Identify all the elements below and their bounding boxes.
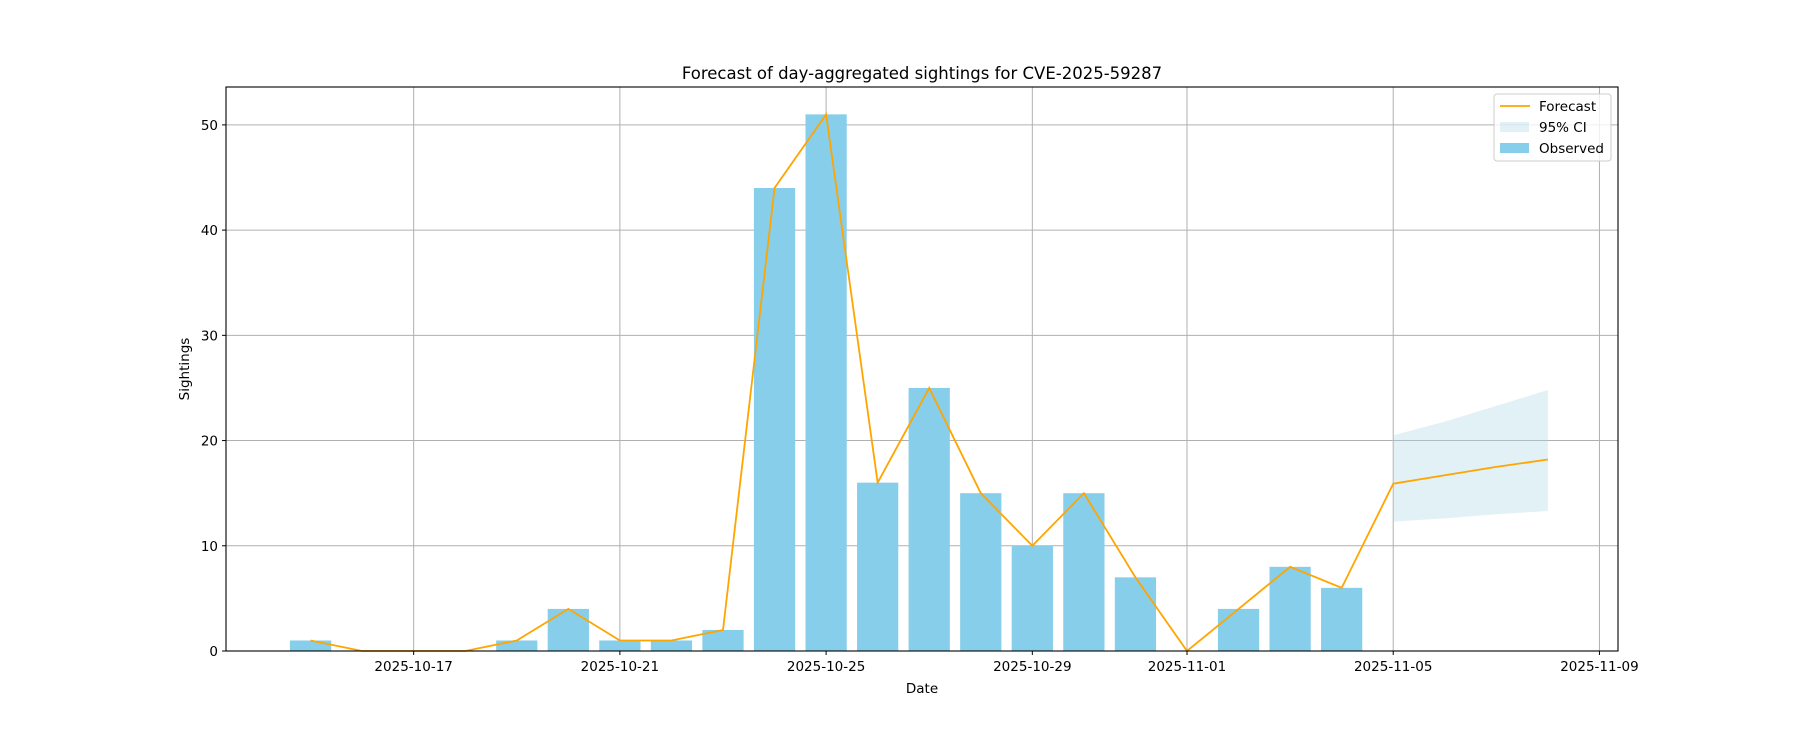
observed-bars [289,114,1363,651]
legend-ci-swatch [1500,122,1529,132]
y-tick-label: 0 [209,644,218,660]
x-tick-label: 2025-10-17 [374,659,452,675]
x-tick-label: 2025-10-25 [787,659,865,675]
chart-title: Forecast of day-aggregated sightings for… [682,64,1162,83]
observed-bar [1011,545,1053,651]
x-axis-label: Date [906,681,938,697]
observed-bar [908,387,950,651]
legend-observed-swatch [1500,143,1529,153]
y-tick-label: 30 [201,328,218,344]
observed-bar [1321,587,1363,651]
y-axis-label: Sightings [177,338,193,401]
x-tick-label: 2025-10-29 [993,659,1071,675]
legend-observed-label: Observed [1539,141,1604,157]
y-tick-label: 10 [201,539,218,555]
legend-ci-label: 95% CI [1539,120,1587,136]
observed-bar [1269,566,1311,651]
observed-bar [1063,493,1105,651]
observed-bar [650,640,693,651]
observed-bar [1114,577,1157,651]
observed-bar [599,640,641,651]
observed-bar [805,114,847,651]
axes-frame [225,86,1619,652]
ticks: 0 10 20 30 40 50 2025-10-17 2025-10-21 2025-10-2… [201,118,1639,675]
legend: Forecast 95% CI Observed [1493,93,1612,162]
ci-band-area [1393,390,1548,522]
x-tick-label: 2025-11-09 [1560,659,1638,675]
observed-bar [496,640,538,651]
observed-bar [960,493,1002,651]
observed-bar [289,640,332,651]
x-tick-label: 2025-11-05 [1354,659,1432,675]
x-tick-label: 2025-10-21 [581,659,659,675]
observed-bar [753,188,796,651]
y-tick-label: 50 [201,118,218,134]
observed-bar [702,629,744,651]
observed-bar [1217,608,1260,651]
x-tick-label: 2025-11-01 [1148,659,1226,675]
grid [226,87,1618,652]
ci-band [1393,390,1548,522]
legend-forecast-label: Forecast [1539,99,1596,115]
y-tick-label: 20 [201,434,218,450]
y-tick-label: 40 [201,223,218,239]
observed-bar [857,482,899,651]
observed-bar [547,608,589,651]
